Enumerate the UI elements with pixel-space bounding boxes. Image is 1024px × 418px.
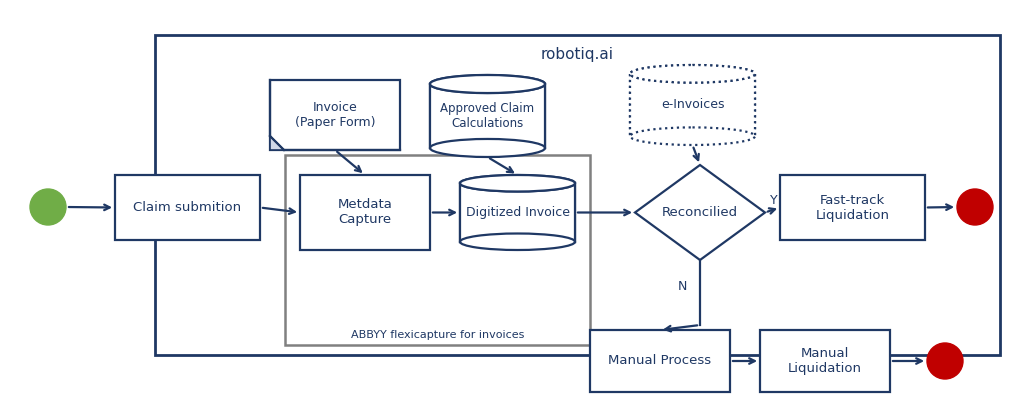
Ellipse shape <box>430 75 545 93</box>
Circle shape <box>957 189 993 225</box>
Text: Claim submition: Claim submition <box>133 201 242 214</box>
Polygon shape <box>630 74 755 136</box>
Ellipse shape <box>630 65 755 83</box>
Text: Metdata
Capture: Metdata Capture <box>338 199 392 227</box>
Ellipse shape <box>460 175 575 191</box>
FancyBboxPatch shape <box>115 175 260 240</box>
Text: Manual
Liquidation: Manual Liquidation <box>788 347 862 375</box>
Text: Manual Process: Manual Process <box>608 354 712 367</box>
Ellipse shape <box>630 65 755 83</box>
Polygon shape <box>635 165 765 260</box>
Text: Fast-track
Liquidation: Fast-track Liquidation <box>815 194 890 222</box>
Circle shape <box>30 189 66 225</box>
Polygon shape <box>270 136 284 150</box>
Text: e-Invoices: e-Invoices <box>660 99 724 112</box>
Text: robotiq.ai: robotiq.ai <box>541 48 614 63</box>
Ellipse shape <box>430 139 545 157</box>
Ellipse shape <box>630 127 755 145</box>
FancyBboxPatch shape <box>780 175 925 240</box>
Text: Approved Claim
Calculations: Approved Claim Calculations <box>440 102 535 130</box>
Ellipse shape <box>460 234 575 250</box>
Polygon shape <box>460 183 575 242</box>
Text: Reconcilied: Reconcilied <box>662 206 738 219</box>
FancyBboxPatch shape <box>760 330 890 392</box>
Ellipse shape <box>430 75 545 93</box>
Text: Y: Y <box>770 194 777 207</box>
FancyBboxPatch shape <box>590 330 730 392</box>
Polygon shape <box>430 84 545 148</box>
FancyBboxPatch shape <box>155 35 1000 355</box>
FancyBboxPatch shape <box>285 155 590 345</box>
Circle shape <box>927 343 963 379</box>
FancyBboxPatch shape <box>270 80 400 150</box>
FancyBboxPatch shape <box>300 175 430 250</box>
Ellipse shape <box>460 175 575 191</box>
Text: Digitized Invoice: Digitized Invoice <box>466 206 569 219</box>
Text: Invoice
(Paper Form): Invoice (Paper Form) <box>295 101 375 129</box>
Text: N: N <box>678 280 687 293</box>
Text: ABBYY flexicapture for invoices: ABBYY flexicapture for invoices <box>351 330 524 340</box>
